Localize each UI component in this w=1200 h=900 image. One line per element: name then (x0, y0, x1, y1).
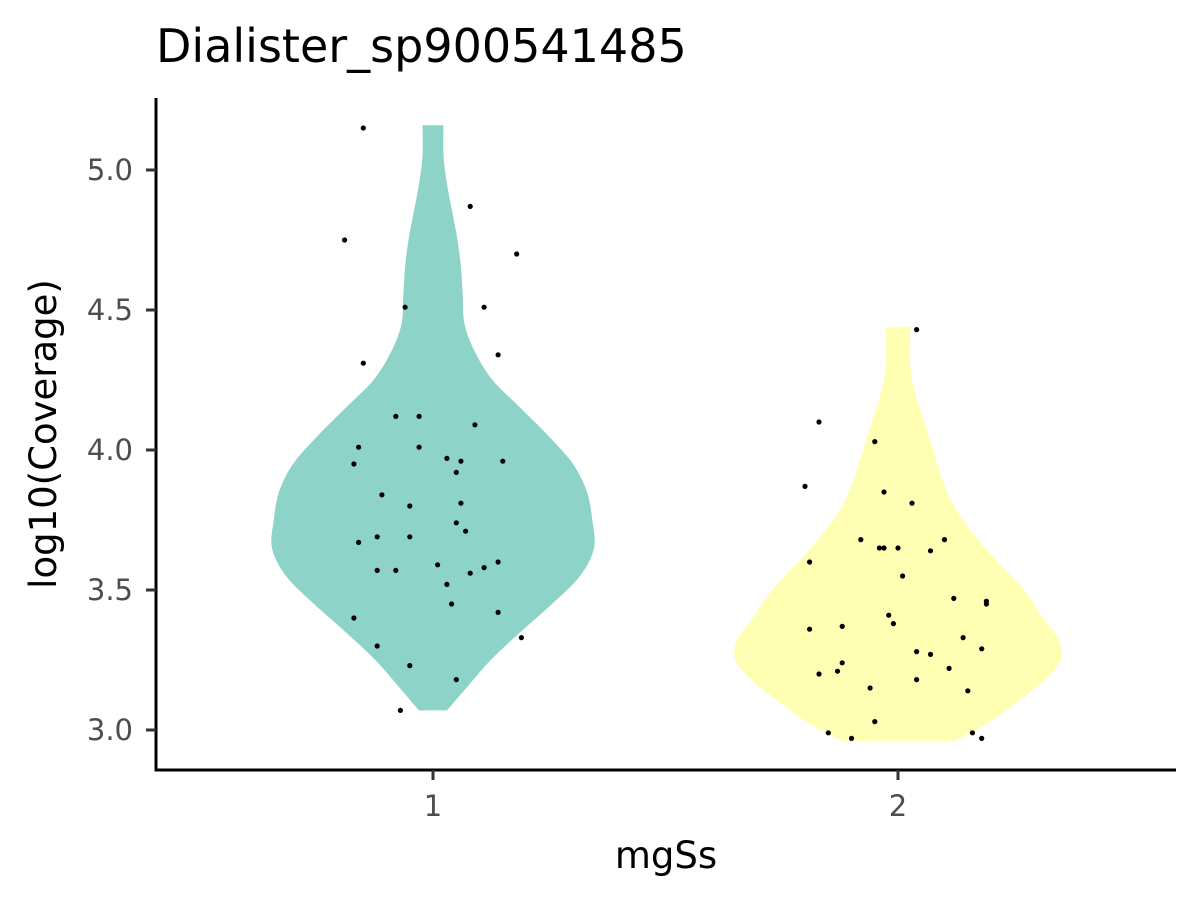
y-axis-title: log10(Coverage) (22, 279, 65, 589)
data-point (472, 422, 478, 428)
data-point (407, 534, 413, 540)
data-point (360, 360, 366, 366)
data-point (839, 660, 845, 666)
data-point (356, 444, 362, 450)
data-point (876, 545, 883, 551)
data-point (416, 444, 422, 450)
y-tick-label: 4.0 (87, 433, 133, 467)
data-point (444, 455, 450, 461)
data-point (881, 489, 887, 495)
y-tick-label: 4.5 (87, 293, 133, 327)
y-tick-label: 5.0 (87, 153, 133, 187)
data-point (374, 567, 380, 574)
data-point (914, 327, 920, 333)
data-point (927, 651, 934, 658)
data-point (941, 537, 948, 543)
data-points (342, 125, 990, 742)
data-point (914, 649, 920, 655)
data-point (342, 237, 348, 243)
data-point (807, 559, 813, 565)
data-point (481, 565, 487, 571)
data-point (453, 469, 459, 475)
data-point (481, 304, 487, 310)
data-point (402, 304, 408, 310)
data-point (872, 439, 878, 445)
data-point (467, 570, 473, 576)
data-point (453, 677, 459, 683)
data-point (969, 730, 976, 736)
data-point (816, 671, 822, 677)
data-point (495, 352, 501, 358)
data-point (444, 581, 450, 588)
data-point (458, 500, 464, 506)
chart-title: Dialister_sp900541485 (156, 19, 687, 73)
data-point (374, 643, 380, 649)
data-point (983, 601, 990, 607)
data-point (951, 595, 957, 602)
data-point (960, 635, 966, 641)
data-point (825, 730, 831, 736)
violin-2 (734, 326, 1063, 742)
data-point (914, 677, 920, 683)
data-point (848, 735, 855, 742)
data-point (816, 419, 822, 425)
data-point (890, 621, 897, 627)
x-tick-label: 2 (889, 789, 907, 823)
data-point (858, 537, 864, 543)
data-point (965, 688, 971, 694)
data-point (500, 458, 506, 464)
data-point (458, 458, 464, 464)
y-tick-label: 3.0 (87, 713, 133, 747)
data-point (407, 503, 413, 509)
data-point (514, 251, 520, 257)
data-point (881, 545, 887, 551)
data-point (374, 534, 380, 540)
data-point (979, 646, 985, 652)
data-point (360, 125, 366, 131)
data-point (351, 461, 357, 467)
data-point (416, 413, 422, 419)
data-point (393, 567, 399, 574)
data-point (979, 735, 985, 742)
data-point (909, 500, 915, 506)
data-point (867, 685, 873, 691)
data-point (834, 668, 841, 674)
x-tick-label: 1 (424, 789, 442, 823)
data-point (449, 601, 455, 607)
data-point (397, 707, 403, 714)
data-point (356, 539, 362, 546)
data-point (393, 413, 399, 419)
x-axis-title: mgSs (615, 834, 717, 877)
data-point (927, 548, 934, 554)
y-axis-ticks: 3.0 3.5 4.0 4.5 5.0 (87, 153, 156, 747)
data-point (839, 623, 845, 630)
violin-1 (271, 125, 595, 711)
data-point (467, 203, 473, 209)
data-point (351, 615, 357, 621)
data-point (495, 609, 501, 616)
data-point (802, 483, 808, 489)
y-tick-label: 3.5 (87, 573, 133, 607)
data-point (435, 562, 441, 568)
data-point (495, 559, 501, 565)
data-point (946, 665, 952, 672)
data-point (872, 719, 878, 725)
data-point (453, 520, 459, 526)
data-point (518, 635, 525, 641)
data-point (379, 492, 385, 498)
data-point (807, 626, 813, 632)
violins (271, 125, 1063, 742)
data-point (407, 663, 413, 669)
data-point (895, 545, 901, 551)
data-point (886, 612, 892, 618)
data-point (900, 573, 906, 579)
data-point (463, 528, 469, 534)
